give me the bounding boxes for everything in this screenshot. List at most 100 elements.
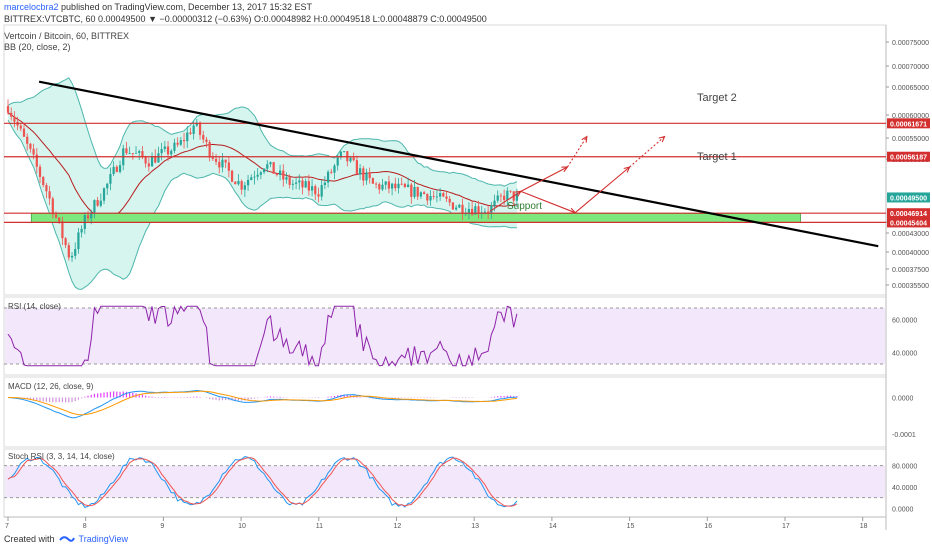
tradingview-brand[interactable]: TradingView [78, 534, 129, 544]
bb-lower [7, 119, 517, 290]
price-tick-label: 0.00037500 [892, 267, 929, 274]
candle-body [29, 143, 32, 149]
candle-body [374, 183, 378, 185]
candle-body [182, 140, 186, 142]
projection-1-seg [566, 136, 588, 168]
candle-body [368, 172, 371, 179]
candle-body [198, 122, 202, 135]
candle-body [406, 184, 410, 188]
stoch-tick-label: 40.0000 [892, 485, 917, 492]
candle-body [74, 249, 77, 256]
candle-body [246, 179, 250, 186]
candle-body [506, 190, 509, 201]
candle-body [243, 185, 246, 190]
projection-1-arrowhead [581, 135, 588, 143]
projection-2-seg [520, 190, 576, 214]
candle-body [208, 142, 211, 158]
rsi-tick-label: 60.0000 [892, 318, 917, 325]
candle-body [275, 173, 278, 175]
bb-fill [8, 77, 517, 290]
pane-macd [3, 376, 887, 448]
candle-body [144, 157, 147, 164]
candle-body [515, 193, 519, 201]
candle-body [253, 176, 256, 178]
time-tick-label: 17 [782, 523, 790, 530]
candle-body [352, 157, 355, 161]
candle-body [93, 200, 96, 213]
drawings [4, 80, 886, 248]
candlestick-series [6, 99, 519, 262]
publish-info: published on TradingView.com, December 1… [61, 2, 313, 12]
candle-body [42, 176, 45, 186]
candle-body [112, 166, 115, 175]
candle-body [298, 180, 301, 183]
candle-body [134, 152, 138, 154]
candle-body [138, 151, 141, 153]
candle-body [461, 204, 464, 214]
author-link[interactable]: marcelocbra2 [4, 2, 59, 12]
ticker-line: BITTREX:VTCBTC, 60 0.00049500 ▼ −0.00000… [4, 14, 487, 24]
stoch-tick-label: 0.0000 [892, 506, 914, 513]
price-tag-label: 0.00045404 [890, 220, 927, 227]
candle-body [400, 183, 403, 185]
candle-body [54, 214, 58, 218]
candle-body [77, 232, 80, 250]
candle-body [471, 208, 474, 215]
candle-body [282, 170, 285, 180]
candle-body [307, 181, 310, 191]
candle-body [432, 195, 435, 197]
candle-body [237, 181, 240, 185]
projection-1-seg [520, 166, 568, 192]
projection-2-arrowhead [658, 135, 666, 143]
candle-body [474, 206, 477, 215]
candle-body [192, 125, 195, 134]
candle-body [301, 180, 304, 188]
candle-body [26, 136, 29, 144]
candle-body [163, 146, 166, 150]
candle-body [221, 159, 224, 168]
support-zone [30, 212, 801, 223]
candle-body [458, 204, 461, 208]
symbol-title: Vertcoin / Bitcoin, 60, BITTREX [4, 31, 130, 41]
price-tick-label: 0.00060000 [892, 113, 929, 120]
candle-body [35, 154, 38, 167]
price-tick-label: 0.00035500 [892, 283, 929, 290]
macd-line [7, 389, 517, 419]
target2-label: Target 2 [697, 92, 737, 104]
macd-tick-label: -0.0001 [892, 432, 916, 439]
candle-body [317, 194, 320, 197]
time-tick-label: 18 [860, 523, 868, 530]
candle-body [503, 195, 506, 201]
candle-body [390, 183, 394, 189]
candle-body [378, 184, 381, 190]
stoch-k-line [7, 456, 518, 508]
candle-body [259, 172, 262, 175]
price-tick-label: 0.00055000 [892, 136, 929, 143]
price-tag-label: 0.00056187 [890, 155, 927, 162]
footer: Created with TradingView [4, 534, 128, 544]
candle-body [38, 166, 42, 177]
candle-body [131, 153, 134, 154]
candle-body [189, 132, 192, 134]
price-tag-bg [887, 118, 930, 129]
candle-body [451, 202, 455, 210]
rsi-legend: RSI (14, close) [8, 302, 61, 311]
candle-body [202, 134, 205, 140]
candle-body [371, 178, 375, 184]
target1-label: Target 1 [697, 151, 737, 163]
candle-body [154, 155, 157, 163]
candle-body [410, 184, 413, 197]
candle-body [218, 161, 221, 168]
candle-body [266, 164, 269, 169]
candle-body [442, 193, 445, 197]
candle-body [416, 186, 419, 197]
candle-body [234, 181, 237, 185]
time-tick-label: 15 [627, 523, 635, 530]
candle-body [160, 149, 163, 154]
candle-body [477, 206, 480, 213]
candle-body [141, 151, 144, 158]
candle-body [294, 182, 298, 184]
candle-body [170, 150, 173, 155]
candle-body [96, 200, 99, 206]
